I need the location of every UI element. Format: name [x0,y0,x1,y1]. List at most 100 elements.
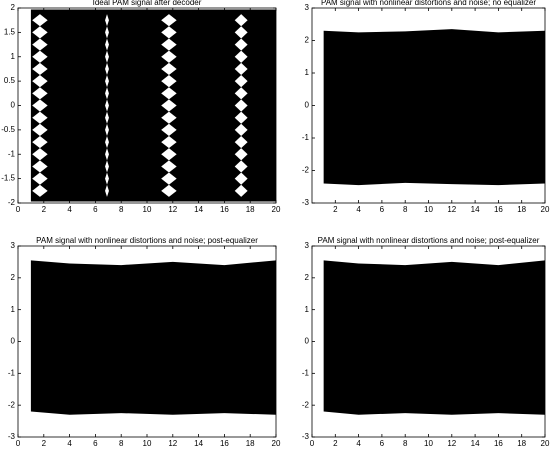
eye-opening [105,62,109,76]
subplot-title: Ideal PAM signal after decoder [93,0,202,7]
y-tick-label: 2 [11,273,16,282]
x-tick-label: 0 [16,205,21,214]
eye-opening [234,123,248,136]
eye-opening [234,172,248,185]
x-tick-label: 18 [517,205,526,214]
eye-opening [234,184,248,197]
x-tick-label: 2 [42,205,47,214]
y-tick-label: 2 [11,3,16,12]
eye-opening [105,172,109,185]
subplot: PAM signal with nonlinear distortions an… [302,0,550,214]
y-tick-label: 3 [305,3,310,12]
x-tick-label: 0 [16,439,21,448]
eye-opening [234,135,248,149]
eye-opening [105,135,109,149]
eye-opening [105,148,109,161]
eye-opening [161,135,177,149]
y-tick-label: 2 [305,273,310,282]
x-tick-label: 20 [541,205,550,214]
eye-opening [105,99,109,112]
x-tick-label: 14 [471,439,480,448]
eye-opening [105,87,109,100]
x-tick-label: 18 [246,439,255,448]
eye-opening [161,99,177,112]
subplot-title: PAM signal with nonlinear distortions an… [36,236,258,245]
x-tick-label: 20 [272,439,281,448]
eye-opening [32,87,48,100]
eye-opening [234,99,248,112]
signal-band [30,260,277,415]
eye-opening [234,75,248,88]
x-tick-label: 18 [517,439,526,448]
x-tick-label: 10 [143,205,152,214]
eye-opening [105,75,109,88]
y-tick-label: -1 [8,149,16,158]
y-tick-label: 1.5 [4,27,16,36]
x-tick-label: 2 [333,205,338,214]
signal-band [323,29,545,186]
x-tick-label: 16 [220,205,229,214]
x-tick-label: 8 [119,439,124,448]
eye-opening [234,26,248,39]
y-tick-label: 1 [305,68,310,77]
x-tick-label: 12 [168,439,177,448]
eye-opening [234,50,248,63]
eye-opening [105,160,109,173]
eye-opening [161,62,177,76]
y-tick-label: 2 [305,36,310,45]
eye-opening [161,75,177,88]
signal-band [30,9,277,202]
eye-opening [105,50,109,63]
eye-opening [32,26,48,39]
eye-opening [32,62,48,76]
y-tick-label: 0 [305,101,310,110]
y-tick-label: 0 [11,101,16,110]
subplot-title: PAM signal with nonlinear distortions an… [321,0,536,7]
eye-opening [32,50,48,63]
x-tick-label: 2 [333,439,338,448]
eye-opening [32,14,48,27]
eye-opening [32,75,48,88]
x-tick-label: 4 [356,439,361,448]
x-tick-label: 14 [194,439,203,448]
eye-opening [161,184,177,197]
eye-opening [161,160,177,173]
x-tick-label: 4 [67,205,72,214]
y-tick-label: 3 [11,241,16,250]
eye-opening [32,123,48,136]
y-tick-label: 0.5 [4,76,16,85]
x-tick-label: 12 [447,439,456,448]
y-tick-label: -0.5 [1,125,15,134]
x-tick-label: 6 [93,439,98,448]
eye-opening [32,148,48,161]
y-tick-label: -2 [302,166,310,175]
x-tick-label: 20 [272,205,281,214]
x-tick-label: 0 [310,439,315,448]
eye-opening [32,184,48,197]
eye-opening [161,111,177,124]
eye-opening [161,87,177,100]
x-tick-label: 18 [246,205,255,214]
eye-opening [234,87,248,100]
y-tick-label: 1 [11,52,16,61]
eye-opening [161,14,177,27]
eye-opening [161,123,177,136]
x-tick-label: 12 [447,205,456,214]
eye-opening [32,135,48,149]
eye-opening [105,123,109,136]
eye-opening [32,172,48,185]
eye-opening [234,111,248,124]
y-tick-label: -3 [8,432,16,441]
y-tick-label: -3 [302,432,310,441]
subplot-title: PAM signal with nonlinear distortions an… [318,236,540,245]
eye-opening [161,26,177,39]
eye-opening [32,99,48,112]
eye-opening [161,172,177,185]
x-tick-label: 10 [143,439,152,448]
x-tick-label: 16 [494,439,503,448]
x-tick-label: 14 [194,205,203,214]
eye-opening [161,38,177,51]
eye-opening [32,38,48,51]
